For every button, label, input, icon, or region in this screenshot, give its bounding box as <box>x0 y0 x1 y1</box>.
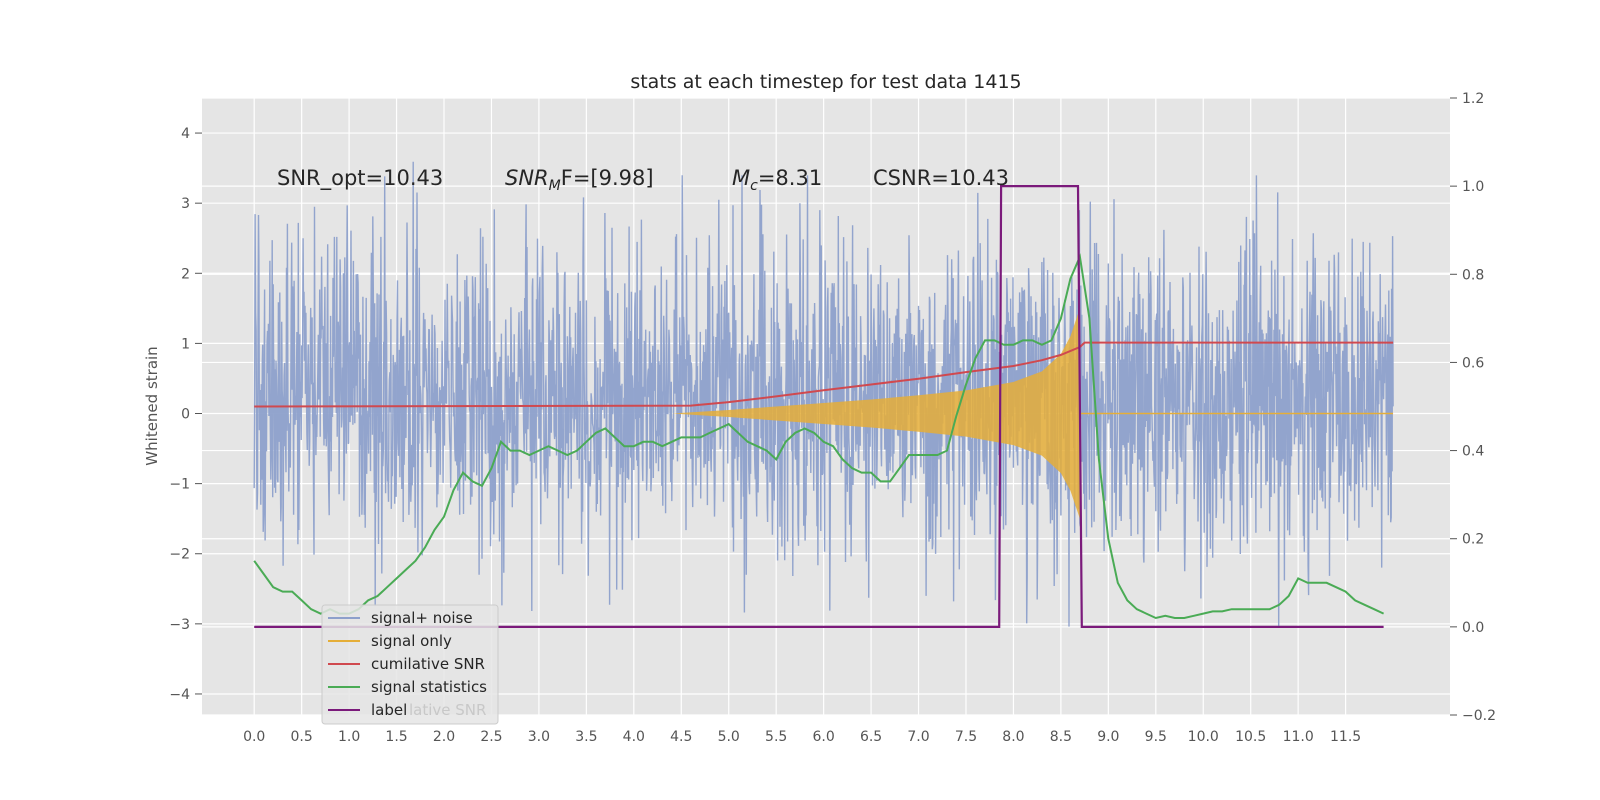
x-tick-label: 8.5 <box>1050 729 1072 745</box>
signal-only-series <box>671 308 1394 519</box>
annotation-csnr: CSNR=10.43 <box>873 166 1009 190</box>
x-tick-label: 11.0 <box>1283 729 1314 745</box>
x-tick-label: 4.0 <box>623 729 645 745</box>
snr-mf-rest: F=[9.98] <box>561 166 654 190</box>
y2-tick-label: 0.0 <box>1462 620 1484 636</box>
y-tick-label: −2 <box>169 547 190 563</box>
x-tick-label: 4.5 <box>670 729 692 745</box>
x-tick-label: 6.5 <box>860 729 882 745</box>
y2-tick-label: 0.4 <box>1462 444 1484 460</box>
signal-only-envelope <box>671 308 1080 519</box>
x-tick-label: 11.5 <box>1330 729 1361 745</box>
x-tick-label: 10.0 <box>1188 729 1219 745</box>
y-tick-label: −3 <box>169 617 190 633</box>
legend-label-signal: signal only <box>371 632 452 650</box>
y-tick-label: 3 <box>181 196 190 212</box>
mc-rest: =8.31 <box>758 166 822 190</box>
chart-title: stats at each timestep for test data 141… <box>630 71 1021 93</box>
y2-tick-label: −0.2 <box>1462 708 1496 724</box>
mc-sub: c <box>750 178 758 194</box>
label-line <box>254 185 1384 628</box>
x-tick-label: 8.0 <box>1002 729 1024 745</box>
axis-ticks: 0.0 0.5 1.0 1.5 2.0 2.5 3.0 3.5 4.0 4.5 5.0 5.5 6.0 6… <box>169 91 1496 745</box>
y-tick-label: 2 <box>181 266 190 282</box>
x-tick-label: 3.0 <box>528 729 550 745</box>
x-tick-label: 1.0 <box>338 729 360 745</box>
x-tick-label: 2.0 <box>433 729 455 745</box>
legend-box <box>321 604 499 725</box>
x-tick-label: 9.0 <box>1097 729 1119 745</box>
x-tick-label: 1.5 <box>385 729 407 745</box>
y2-tick-label: 1.0 <box>1462 179 1484 195</box>
legend-label-stats: signal statistics <box>371 678 487 696</box>
y2-tick-label: 0.6 <box>1462 355 1484 371</box>
y-tick-label: 0 <box>181 407 190 423</box>
annotation-snr-mf: SNRMF=[9.98] <box>505 166 654 194</box>
legend-label-label: label <box>371 701 407 719</box>
annotation-snr-opt: SNR_opt=10.43 <box>277 166 443 191</box>
y2-tick-label: 1.2 <box>1462 91 1484 107</box>
line-series <box>253 185 1394 628</box>
y-tick-label: 4 <box>181 126 190 142</box>
x-tick-label: 7.5 <box>955 729 977 745</box>
x-tick-label: 0.0 <box>243 729 265 745</box>
y-tick-label: −1 <box>169 477 190 493</box>
x-tick-label: 0.5 <box>291 729 313 745</box>
x-tick-label: 10.5 <box>1235 729 1266 745</box>
x-tick-label: 3.5 <box>575 729 597 745</box>
snr-mf-sub: M <box>549 178 561 194</box>
annotation-mc: Mc=8.31 <box>732 166 822 194</box>
x-tick-label: 6.0 <box>812 729 834 745</box>
snr-mf-main: SNR <box>505 166 549 190</box>
legend: signal+ noise signal only cumilative SNR… <box>321 604 499 725</box>
y-tick-label: 1 <box>181 336 190 352</box>
x-tick-label: 5.5 <box>765 729 787 745</box>
x-tick-label: 7.0 <box>907 729 929 745</box>
y-tick-label: −4 <box>169 687 190 703</box>
ghost-legend-text: lative SNR <box>409 701 486 719</box>
signal-statistics-line <box>253 253 1385 620</box>
signal-noise-line <box>253 161 1394 627</box>
x-tick-label: 9.5 <box>1145 729 1167 745</box>
legend-label-snr: cumilative SNR <box>371 655 485 673</box>
x-tick-label: 5.0 <box>718 729 740 745</box>
y2-tick-label: 0.2 <box>1462 532 1484 548</box>
cumulative-snr-line <box>254 341 1394 408</box>
y2-tick-label: 0.8 <box>1462 267 1484 283</box>
mc-main: M <box>732 166 750 190</box>
y-axis-label: Whitened strain <box>143 346 161 465</box>
legend-label-noise: signal+ noise <box>371 609 473 627</box>
x-tick-label: 2.5 <box>480 729 502 745</box>
signal-noise-series <box>253 161 1394 627</box>
